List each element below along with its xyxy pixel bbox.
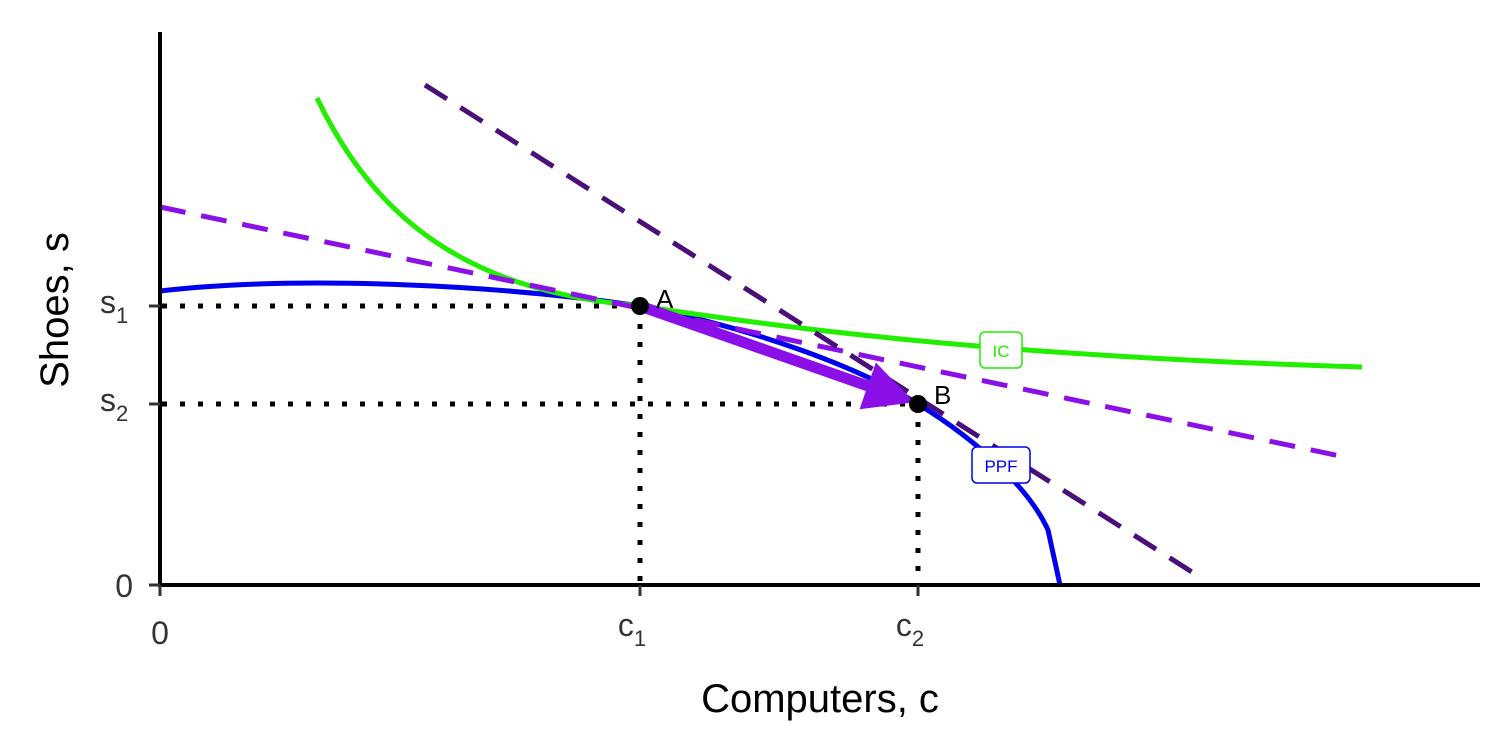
point-a xyxy=(631,297,649,315)
point-label: B xyxy=(934,380,951,410)
move-arrow xyxy=(638,300,915,410)
y-tick-label: s2 xyxy=(100,382,128,426)
y-tick-label: 0 xyxy=(115,568,133,604)
label-part: 1 xyxy=(116,303,128,328)
guides xyxy=(162,303,921,585)
label-part: 2 xyxy=(116,401,128,426)
point-label: A xyxy=(656,284,674,314)
x-tick-label: c1 xyxy=(618,607,646,651)
price-line-2 xyxy=(423,82,1194,575)
curve-label-box xyxy=(979,331,1023,369)
y-tick-label: s1 xyxy=(100,284,128,328)
ic-curve xyxy=(314,96,1363,370)
label-part: s xyxy=(100,284,116,320)
point-b xyxy=(909,395,927,413)
ppf-curve xyxy=(159,280,1063,586)
x-tick-label: 0 xyxy=(151,615,169,651)
y-axis-title: Shoes, s xyxy=(33,232,77,388)
label-part: 1 xyxy=(634,626,646,651)
curve-label: PPF xyxy=(984,457,1017,476)
x-tick-label: c2 xyxy=(896,607,924,651)
price-line-1 xyxy=(159,204,1341,459)
ticks xyxy=(149,304,920,596)
label-part: 0 xyxy=(151,615,169,651)
label-part: 0 xyxy=(115,568,133,604)
label-part: c xyxy=(896,607,912,643)
curve-label: IC xyxy=(993,342,1010,361)
label-part: c xyxy=(618,607,634,643)
curve-label-box xyxy=(971,446,1031,484)
x-axis-title: Computers, c xyxy=(701,677,939,721)
label-part: 2 xyxy=(912,626,924,651)
label-part: s xyxy=(100,382,116,418)
